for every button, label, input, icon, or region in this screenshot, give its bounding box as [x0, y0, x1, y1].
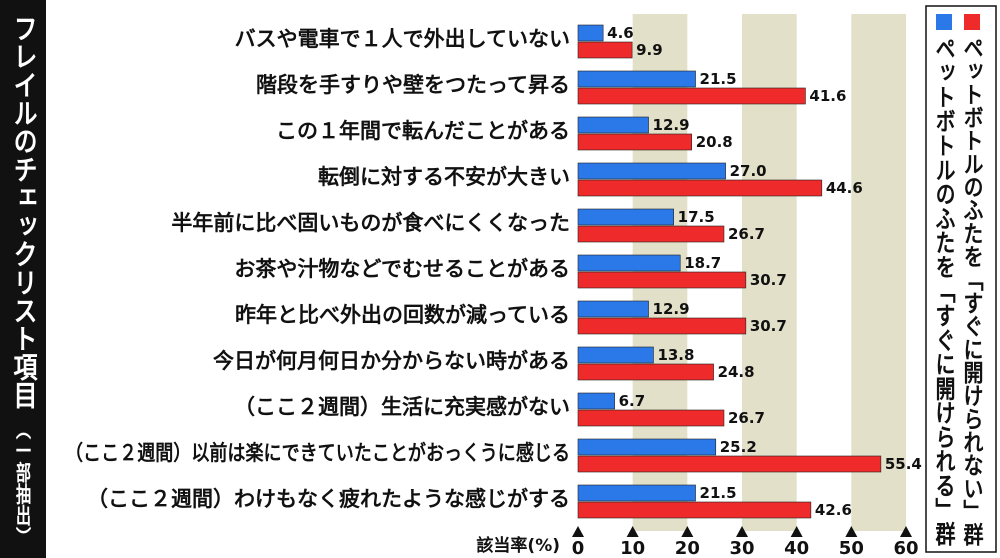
side-subtitle: （一部抽出） — [14, 418, 32, 548]
bar-series2 — [577, 179, 823, 197]
bar-series1 — [577, 392, 615, 410]
category-label: この１年間で転んだことがある — [276, 119, 570, 143]
data-label: 42.6 — [815, 501, 852, 519]
bar-series1 — [577, 70, 696, 88]
tick-mark — [845, 526, 858, 537]
tick-mark — [900, 526, 912, 537]
tick-label: 0 — [572, 538, 585, 558]
bar-series2 — [577, 501, 812, 519]
bar-series2 — [577, 409, 725, 427]
data-label: 9.9 — [636, 41, 663, 59]
side-title-background — [0, 0, 46, 558]
bar-series2 — [577, 87, 806, 105]
data-label: 30.7 — [750, 317, 787, 335]
data-label: 6.7 — [619, 392, 646, 410]
bar-series2 — [577, 317, 747, 335]
bar-series2 — [577, 41, 633, 59]
bar-series1 — [577, 438, 717, 456]
category-label: （ここ２週間）生活に充実感がない — [234, 395, 570, 419]
category-labels: バスや電車で１人で外出していない階段を手すりや壁をつたって昇るこの１年間で転んだ… — [65, 27, 570, 511]
bars — [577, 24, 882, 519]
value-labels: 4.69.9 21.5 41.6 12.9 20.8 27.0 44.6 17.5 26.7 18… — [607, 24, 922, 519]
category-label: 階段を手すりや壁をつたって昇る — [256, 73, 570, 97]
data-label: 12.9 — [653, 300, 690, 318]
data-label: 24.8 — [718, 363, 755, 381]
legend-box — [925, 5, 997, 553]
tick-label: 50 — [839, 538, 864, 558]
x-axis: 0 10 20 30 40 50 60 — [572, 526, 919, 558]
category-label: お茶や汁物などでむせることがある — [234, 257, 570, 281]
bar-series1 — [577, 24, 604, 42]
category-label: （ここ２週間）以前は楽にできていたことがおっくうに感じる — [65, 441, 570, 465]
category-label: バスや電車で１人で外出していない — [235, 27, 570, 51]
bar-series1 — [577, 300, 649, 318]
legend-label-1: ペットボトルのふたを「すぐに開けられない」群 — [960, 36, 984, 546]
data-label: 27.0 — [730, 162, 767, 180]
tick-label: 10 — [620, 538, 645, 558]
data-label: 44.6 — [826, 179, 863, 197]
tick-label: 40 — [784, 538, 809, 558]
side-title-block: フレイルのチェックリスト項目 （一部抽出） — [0, 0, 46, 558]
tick-mark — [790, 526, 803, 537]
bar-series2 — [577, 363, 714, 381]
data-label: 25.2 — [720, 438, 757, 456]
legend-swatch-1 — [964, 14, 980, 30]
legend-swatch-2 — [936, 14, 952, 30]
tick-mark — [681, 526, 694, 537]
category-label: （ここ２週間）わけもなく疲れたような感じがする — [87, 487, 570, 511]
data-label: 20.8 — [696, 133, 733, 151]
bar-series1 — [577, 116, 649, 134]
category-label: 昨年と比べ外出の回数が減っている — [235, 303, 570, 327]
data-label: 55.4 — [885, 455, 922, 473]
bar-series2 — [577, 455, 882, 473]
category-label: 今日が何月何日か分からない時がある — [213, 349, 570, 373]
bar-series2 — [577, 133, 693, 151]
category-label: 転倒に対する不安が大きい — [318, 165, 570, 189]
bar-series1 — [577, 254, 681, 272]
legend-label-2: ペットボトルのふたを「すぐに開けられる」群 — [932, 36, 956, 546]
data-label: 17.5 — [678, 208, 715, 226]
bar-series2 — [577, 225, 725, 243]
column-band-2 — [851, 14, 906, 531]
bar-series1 — [577, 208, 674, 226]
bar-series1 — [577, 346, 654, 364]
data-label: 30.7 — [750, 271, 787, 289]
tick-label: 60 — [893, 538, 918, 558]
data-label: 26.7 — [728, 225, 765, 243]
bar-series1 — [577, 162, 726, 180]
bar-series2 — [577, 271, 747, 289]
tick-label: 20 — [675, 538, 700, 558]
data-label: 13.8 — [657, 346, 694, 364]
tick-mark — [626, 526, 639, 537]
data-label: 21.5 — [700, 70, 737, 88]
category-label: 半年前に比べ固いものが食べにくくなった — [171, 211, 570, 235]
side-title: フレイルのチェックリスト項目 — [9, 14, 37, 409]
data-label: 4.6 — [607, 24, 634, 42]
data-label: 21.5 — [700, 484, 737, 502]
legend: ペットボトルのふたを「すぐに開けられない」群ペットボトルのふたを「すぐに開けられ… — [925, 5, 997, 553]
data-label: 41.6 — [809, 87, 846, 105]
tick-mark — [572, 526, 584, 537]
tick-mark — [736, 526, 748, 537]
data-label: 12.9 — [653, 116, 690, 134]
x-axis-title: 該当率(%) — [476, 535, 560, 556]
data-label: 26.7 — [728, 409, 765, 427]
data-label: 18.7 — [684, 254, 721, 272]
bar-series1 — [577, 484, 696, 502]
tick-label: 30 — [729, 538, 754, 558]
